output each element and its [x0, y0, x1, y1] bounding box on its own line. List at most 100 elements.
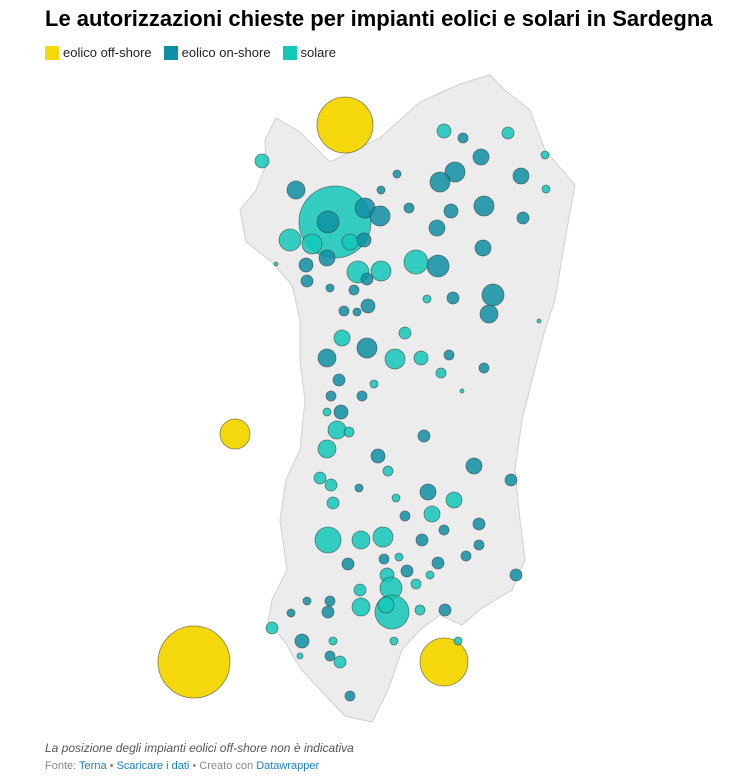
solar-marker[interactable]	[313, 471, 327, 485]
onshore-wind-marker[interactable]	[321, 605, 335, 619]
solar-marker[interactable]	[541, 184, 551, 194]
onshore-wind-marker[interactable]	[324, 650, 336, 662]
datawrapper-link[interactable]: Datawrapper	[256, 760, 320, 772]
onshore-wind-marker[interactable]	[465, 457, 483, 475]
onshore-wind-marker[interactable]	[341, 557, 355, 571]
onshore-wind-marker[interactable]	[338, 305, 350, 317]
onshore-wind-marker[interactable]	[378, 553, 390, 565]
onshore-wind-marker[interactable]	[348, 284, 360, 296]
solar-marker[interactable]	[384, 348, 406, 370]
onshore-wind-marker[interactable]	[318, 249, 336, 267]
solar-marker[interactable]	[382, 465, 394, 477]
solar-marker[interactable]	[414, 604, 426, 616]
solar-marker[interactable]	[351, 597, 371, 617]
solar-marker[interactable]	[351, 530, 371, 550]
onshore-wind-marker[interactable]	[426, 254, 450, 278]
solar-marker[interactable]	[326, 496, 340, 510]
onshore-wind-marker[interactable]	[443, 349, 455, 361]
onshore-wind-marker[interactable]	[438, 524, 450, 536]
onshore-wind-marker[interactable]	[509, 568, 523, 582]
offshore-wind-marker[interactable]	[419, 637, 469, 687]
solar-marker[interactable]	[391, 493, 401, 503]
onshore-wind-marker[interactable]	[352, 307, 362, 317]
onshore-wind-marker[interactable]	[399, 510, 411, 522]
offshore-wind-marker[interactable]	[219, 418, 251, 450]
download-data-link[interactable]: Scaricare i dati	[116, 760, 190, 772]
solar-marker[interactable]	[410, 578, 422, 590]
solar-marker[interactable]	[370, 260, 392, 282]
onshore-wind-marker[interactable]	[286, 180, 306, 200]
onshore-wind-marker[interactable]	[415, 533, 429, 547]
solar-marker[interactable]	[372, 526, 394, 548]
solar-marker[interactable]	[273, 261, 279, 267]
solar-marker[interactable]	[314, 526, 342, 554]
onshore-wind-marker[interactable]	[479, 304, 499, 324]
onshore-wind-marker[interactable]	[478, 362, 490, 374]
onshore-wind-marker[interactable]	[376, 185, 386, 195]
solar-marker[interactable]	[459, 388, 465, 394]
onshore-wind-marker[interactable]	[370, 448, 386, 464]
solar-marker[interactable]	[389, 636, 399, 646]
solar-marker[interactable]	[501, 126, 515, 140]
solar-marker[interactable]	[540, 150, 550, 160]
solar-marker[interactable]	[278, 228, 302, 252]
onshore-wind-marker[interactable]	[294, 633, 310, 649]
onshore-wind-marker[interactable]	[302, 596, 312, 606]
onshore-wind-marker[interactable]	[473, 195, 495, 217]
onshore-wind-marker[interactable]	[325, 283, 335, 293]
onshore-wind-marker[interactable]	[356, 232, 372, 248]
onshore-wind-marker[interactable]	[429, 171, 451, 193]
onshore-wind-marker[interactable]	[472, 517, 486, 531]
onshore-wind-marker[interactable]	[457, 132, 469, 144]
onshore-wind-marker[interactable]	[443, 203, 459, 219]
onshore-wind-marker[interactable]	[333, 404, 349, 420]
source-link[interactable]: Terna	[79, 760, 107, 772]
solar-marker[interactable]	[423, 505, 441, 523]
solar-marker[interactable]	[324, 478, 338, 492]
onshore-wind-marker[interactable]	[444, 161, 466, 183]
onshore-wind-marker[interactable]	[446, 291, 460, 305]
solar-marker[interactable]	[403, 249, 429, 275]
onshore-wind-marker[interactable]	[516, 211, 530, 225]
onshore-wind-marker[interactable]	[300, 274, 314, 288]
onshore-wind-marker[interactable]	[369, 205, 391, 227]
onshore-wind-marker[interactable]	[473, 539, 485, 551]
solar-marker[interactable]	[333, 329, 351, 347]
onshore-wind-marker[interactable]	[438, 603, 452, 617]
onshore-wind-marker[interactable]	[332, 373, 346, 387]
solar-marker[interactable]	[453, 636, 463, 646]
solar-marker[interactable]	[254, 153, 270, 169]
solar-marker[interactable]	[536, 318, 542, 324]
onshore-wind-marker[interactable]	[324, 595, 336, 607]
solar-marker[interactable]	[435, 367, 447, 379]
onshore-wind-marker[interactable]	[325, 390, 337, 402]
onshore-wind-marker[interactable]	[356, 337, 378, 359]
offshore-wind-marker[interactable]	[316, 96, 374, 154]
onshore-wind-marker[interactable]	[354, 483, 364, 493]
solar-marker[interactable]	[333, 655, 347, 669]
solar-marker[interactable]	[377, 596, 395, 614]
onshore-wind-marker[interactable]	[286, 608, 296, 618]
offshore-wind-marker[interactable]	[157, 625, 231, 699]
onshore-wind-marker[interactable]	[512, 167, 530, 185]
onshore-wind-marker[interactable]	[392, 169, 402, 179]
onshore-wind-marker[interactable]	[472, 148, 490, 166]
onshore-wind-marker[interactable]	[428, 219, 446, 237]
solar-marker[interactable]	[422, 294, 432, 304]
solar-marker[interactable]	[265, 621, 279, 635]
solar-marker[interactable]	[341, 233, 359, 251]
solar-marker[interactable]	[322, 407, 332, 417]
onshore-wind-marker[interactable]	[481, 283, 505, 307]
solar-marker[interactable]	[317, 439, 337, 459]
solar-marker[interactable]	[353, 583, 367, 597]
solar-marker[interactable]	[445, 491, 463, 509]
onshore-wind-marker[interactable]	[356, 390, 368, 402]
onshore-wind-marker[interactable]	[419, 483, 437, 501]
onshore-wind-marker[interactable]	[360, 298, 376, 314]
solar-marker[interactable]	[301, 233, 323, 255]
onshore-wind-marker[interactable]	[316, 210, 340, 234]
onshore-wind-marker[interactable]	[403, 202, 415, 214]
solar-marker[interactable]	[343, 426, 355, 438]
solar-marker[interactable]	[296, 652, 304, 660]
solar-marker[interactable]	[425, 570, 435, 580]
